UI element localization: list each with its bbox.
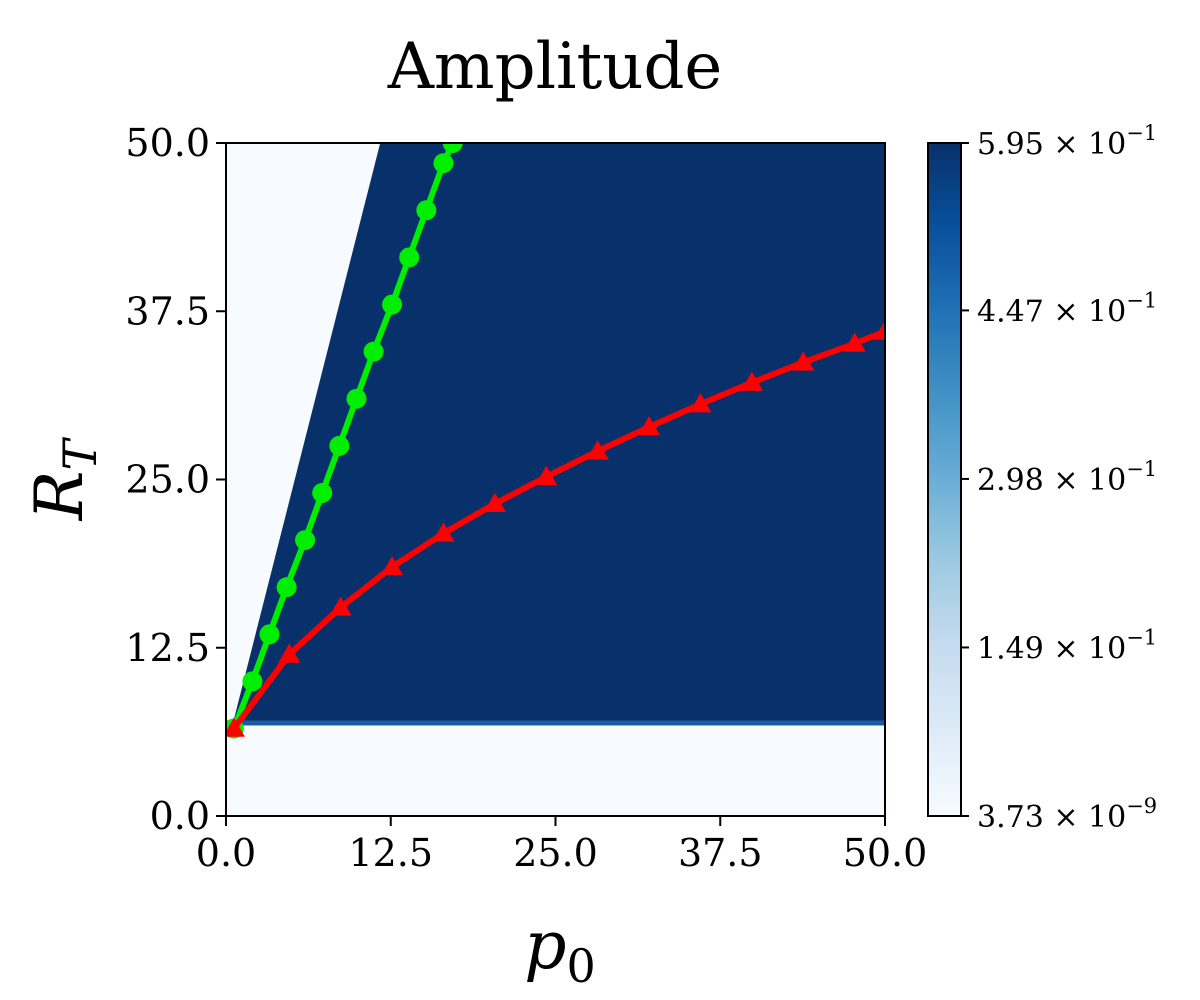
series-0-point — [259, 624, 280, 645]
y-tick-label: 50.0 — [125, 121, 210, 165]
series-1-point — [874, 320, 885, 340]
colorbar-tick-label: 2.98 × 10−1 — [977, 457, 1157, 498]
series-1-point — [278, 643, 301, 663]
y-tick-label: 12.5 — [125, 626, 210, 670]
series-0-point — [363, 341, 384, 362]
chart-title: Amplitude — [387, 30, 723, 104]
x-axis: 0.0 12.5 25.0 37.5 50.0 — [196, 816, 928, 875]
series-1-point — [792, 351, 815, 371]
y-tick-label: 0.0 — [150, 794, 210, 838]
colorbar-tick-label: 1.49 × 10−1 — [977, 625, 1157, 666]
series-0-point — [346, 388, 367, 409]
y-axis: 0.0 12.5 25.0 37.5 50.0 — [125, 121, 226, 838]
colorbar-ticks: 5.95 × 10−1 4.47 × 10−1 2.98 × 10−1 1.49 × … — [961, 121, 1157, 835]
series-1-point — [381, 555, 404, 576]
series-1-point — [226, 717, 245, 737]
series-1-point — [483, 492, 506, 512]
series-1-point — [740, 371, 763, 391]
y-axis-label: RT — [21, 436, 107, 521]
x-tick-label: 0.0 — [196, 831, 256, 875]
series-1-point — [586, 440, 609, 460]
series-0-point — [382, 294, 403, 315]
series-1-point — [432, 522, 455, 542]
y-tick-label: 37.5 — [125, 289, 210, 333]
x-tick-label: 12.5 — [348, 831, 433, 875]
x-tick-label: 25.0 — [513, 831, 598, 875]
series-1-point — [329, 596, 352, 616]
series-1-point — [535, 465, 558, 486]
series-0-point — [312, 482, 333, 503]
series-1-point — [689, 393, 712, 413]
series-1-point — [843, 332, 866, 352]
series-0-point — [242, 671, 263, 692]
series-0-point — [329, 435, 350, 456]
y-tick-label: 25.0 — [125, 458, 210, 502]
series-0-point — [295, 530, 316, 551]
series-0-point — [276, 577, 297, 598]
series-1-line — [230, 328, 885, 732]
series-0-point — [442, 143, 463, 153]
series-0-point — [399, 247, 420, 268]
colorbar-tick-label: 4.47 × 10−1 — [977, 288, 1157, 329]
x-axis-label: p0 — [524, 907, 596, 993]
series-0-point — [433, 153, 454, 174]
colorbar — [927, 142, 962, 817]
colorbar-tick-label: 3.73 × 10−9 — [977, 794, 1157, 835]
x-tick-label: 37.5 — [678, 831, 763, 875]
series-0-point — [416, 200, 437, 221]
series-1-point — [638, 416, 661, 436]
x-tick-label: 50.0 — [843, 831, 928, 875]
colorbar-tick-label: 5.95 × 10−1 — [977, 121, 1157, 162]
field-edge-band — [226, 720, 885, 726]
